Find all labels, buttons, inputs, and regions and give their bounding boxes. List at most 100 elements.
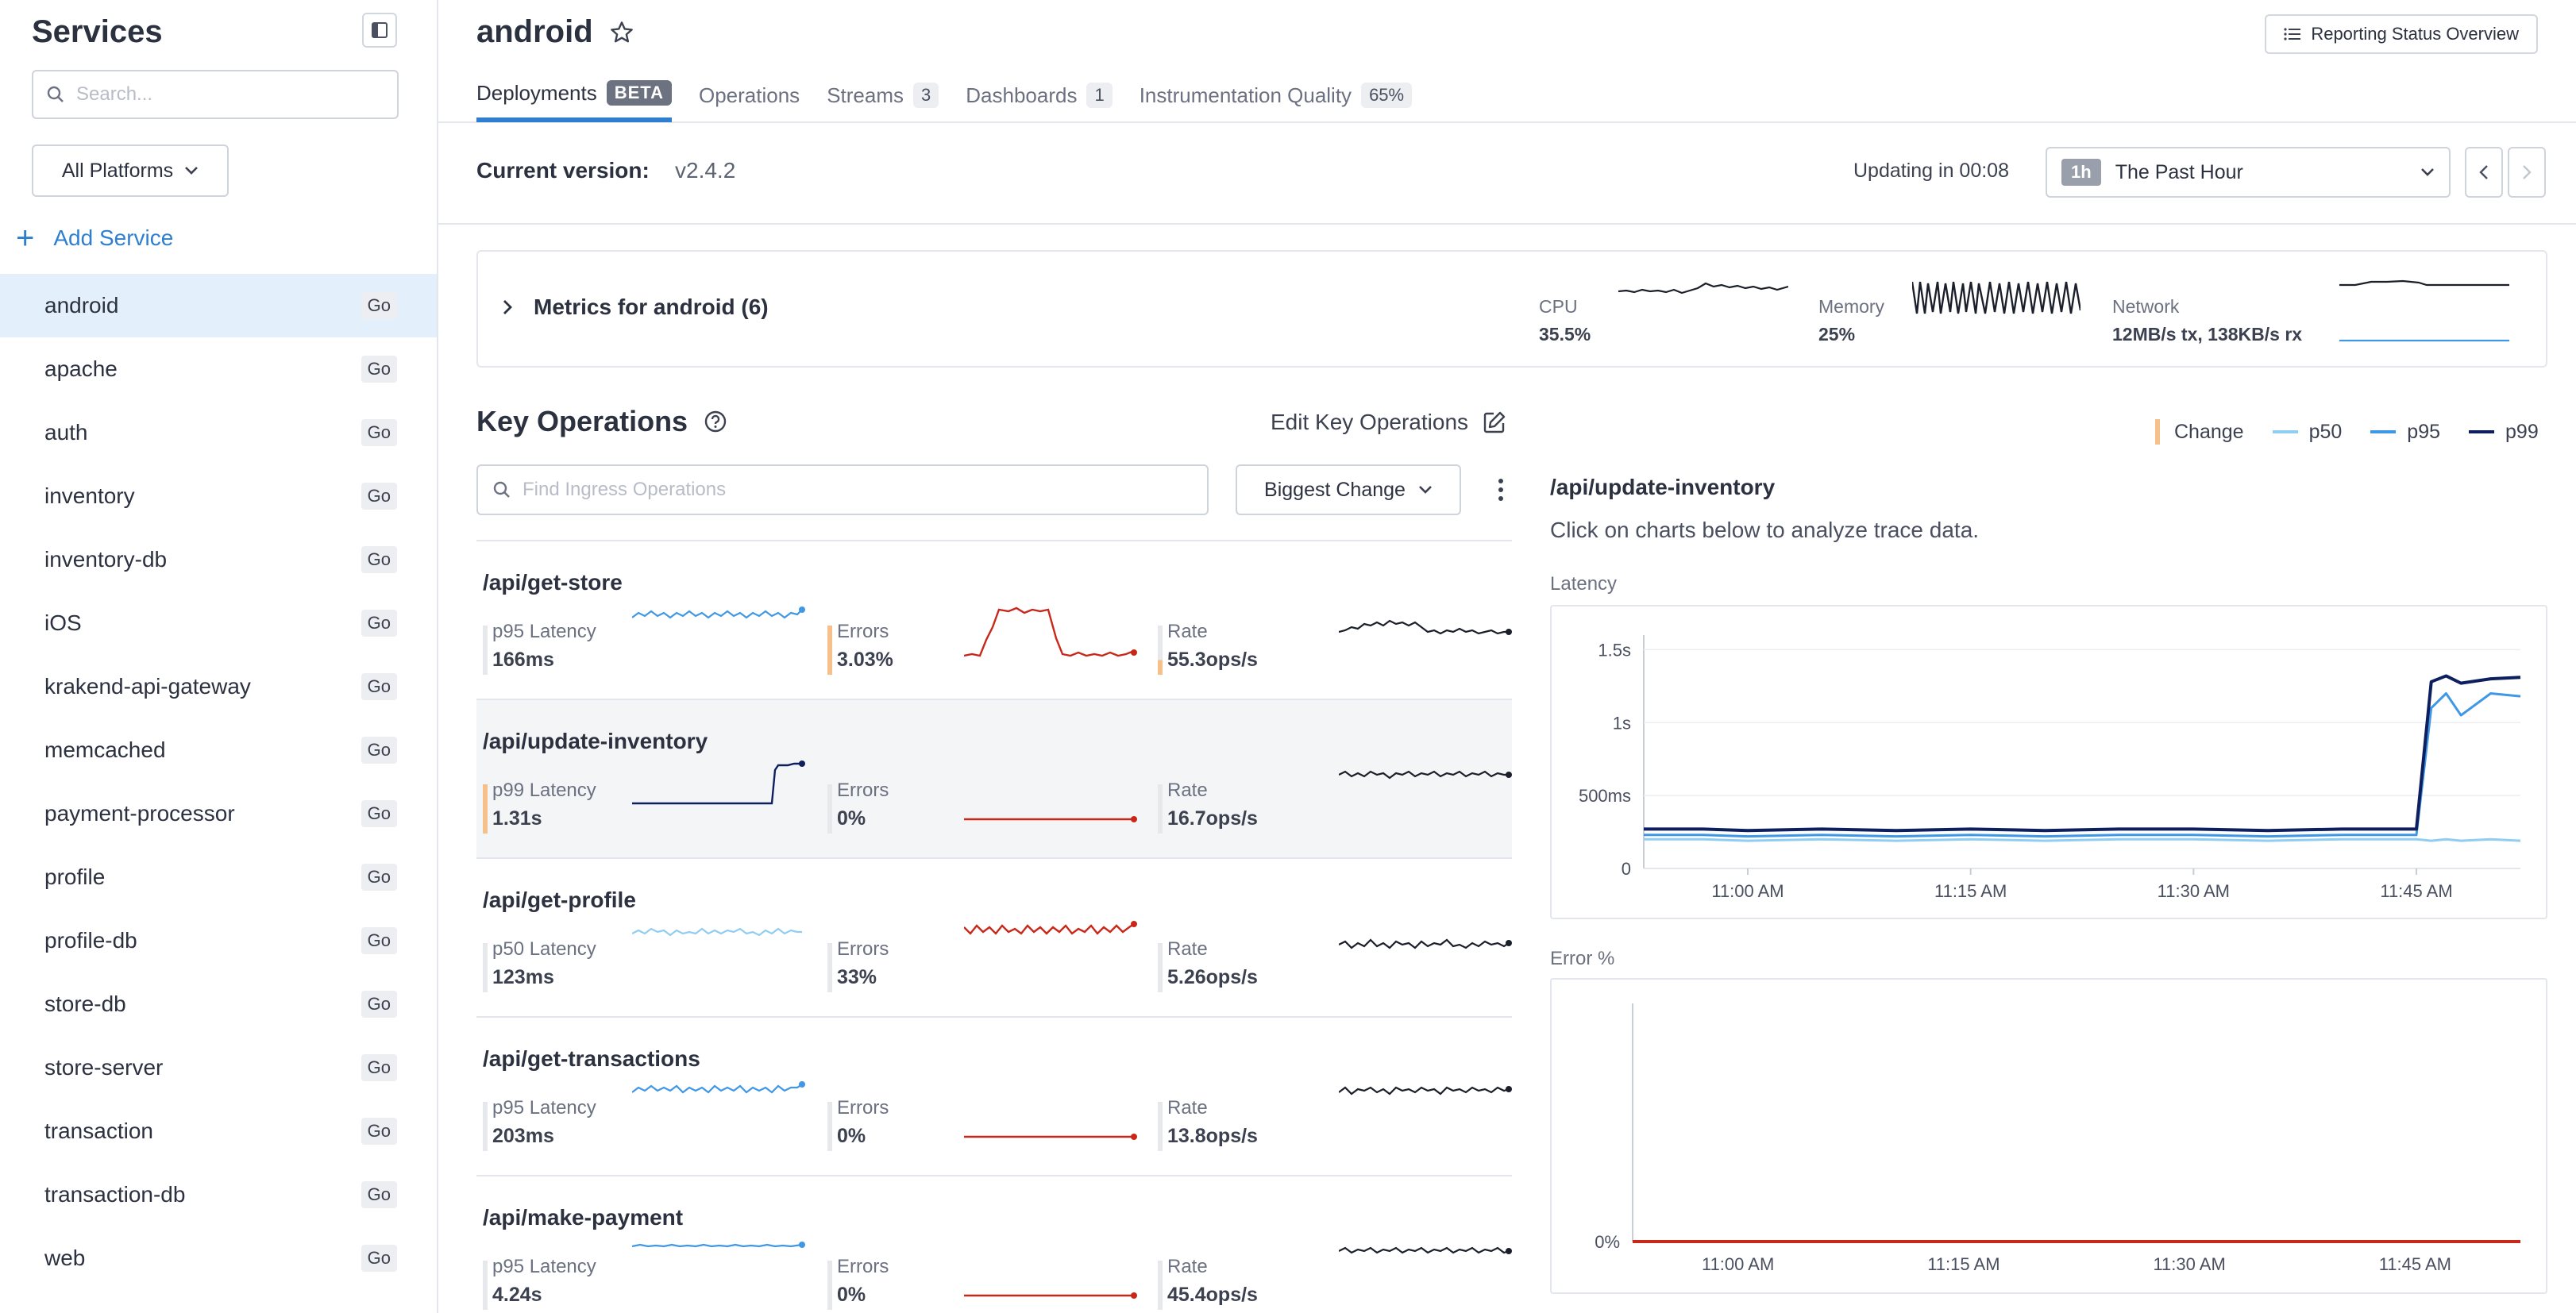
operations-search-input[interactable] [523,479,1205,501]
errors-sparkline [964,1134,1137,1140]
platform-filter-dropdown[interactable]: All Platforms [32,144,229,197]
tab-instrumentation-quality[interactable]: Instrumentation Quality 65% [1140,79,1413,122]
operations-search[interactable] [476,464,1209,515]
change-indicator [483,626,488,675]
rate-cell[interactable]: Rate 16.7ops/s [1151,780,1258,834]
next-range-button[interactable] [2508,147,2546,198]
latency-value: 166ms [492,648,554,671]
metrics-toggle[interactable]: Metrics for android (6) [502,295,769,320]
count-badge: 3 [913,83,939,108]
reporting-status-button[interactable]: Reporting Status Overview [2265,14,2538,54]
service-item[interactable]: profile Go [0,845,437,909]
error-chart[interactable]: 0% 11:00 AM 11:15 AM 11:30 AM 11:45 AM [1550,978,2547,1294]
x-tick-label: 11:00 AM [1711,881,1784,901]
help-icon[interactable] [704,410,727,433]
latency-cell[interactable]: p95 Latency 166ms [476,621,596,675]
latency-sparkline [632,1081,805,1094]
latency-cell[interactable]: p95 Latency 4.24s [476,1256,596,1310]
edit-key-operations-button[interactable]: Edit Key Operations [1271,410,1506,435]
language-badge: Go [361,546,397,573]
language-badge: Go [361,1054,397,1081]
service-item[interactable]: payment-processor Go [0,782,437,845]
service-item[interactable]: apache Go [0,337,437,401]
x-tick-label: 11:45 AM [2379,1254,2451,1274]
rate-cell[interactable]: Rate 45.4ops/s [1151,1256,1258,1310]
service-item[interactable]: store-db Go [0,972,437,1036]
service-search-input[interactable] [76,83,378,106]
service-item[interactable]: inventory-db Go [0,528,437,591]
service-title: android [476,14,593,49]
kebab-dot [1498,487,1503,492]
service-item[interactable]: web Go [0,1226,437,1290]
errors-cell[interactable]: Errors 33% [821,938,889,992]
error-chart-svg[interactable]: 0% 11:00 AM 11:15 AM 11:30 AM 11:45 AM [1552,980,2546,1292]
errors-sparkline [964,1292,1137,1299]
count-badge: 1 [1086,83,1113,108]
metrics-panel[interactable]: Metrics for android (6) CPU 35.5% Memory… [476,250,2547,368]
service-name: android [44,293,119,318]
tab-streams[interactable]: Streams 3 [827,79,939,122]
metric-value: 25% [1818,324,1856,345]
tab-operations[interactable]: Operations [699,79,800,122]
operation-row[interactable]: /api/get-store p95 Latency 166ms Errors 3.… [476,541,1512,700]
service-item[interactable]: transaction Go [0,1099,437,1163]
language-badge: Go [361,483,397,510]
change-swatch [2155,419,2160,445]
time-range-select[interactable]: 1h The Past Hour [2046,147,2451,198]
x-tick-label: 11:30 AM [2158,881,2230,901]
service-item[interactable]: store-server Go [0,1036,437,1099]
latency-cell[interactable]: p99 Latency 1.31s [476,780,596,834]
rate-cell[interactable]: Rate 13.8ops/s [1151,1097,1258,1151]
add-service-label: Add Service [53,225,174,250]
add-service-button[interactable]: + Add Service [16,222,173,254]
latency-value: 1.31s [492,807,542,830]
latency-cell[interactable]: p50 Latency 123ms [476,938,596,992]
service-item[interactable]: memcached Go [0,718,437,782]
service-item[interactable]: iOS Go [0,591,437,655]
platform-filter-label: All Platforms [61,159,174,182]
sort-dropdown[interactable]: Biggest Change [1236,464,1461,515]
errors-cell[interactable]: Errors 0% [821,1256,889,1310]
operation-row[interactable]: /api/get-profile p50 Latency 123ms Errors… [476,859,1512,1018]
rate-label: Rate [1167,938,1208,960]
operation-row[interactable]: /api/update-inventory p99 Latency 1.31s E… [476,700,1512,859]
key-operations-heading: Key Operations [476,405,727,438]
latency-chart[interactable]: 0 500ms 1s 1.5s 11:00 AM 11:15 AM 11:30 AM 11:4… [1550,605,2547,919]
errors-cell[interactable]: Errors 3.03% [821,621,893,675]
service-name: profile [44,864,106,889]
operation-name: /api/update-inventory [483,729,708,753]
tab-dashboards[interactable]: Dashboards 1 [966,79,1113,122]
kebab-dot [1498,496,1503,501]
operation-row[interactable]: /api/get-transactions p95 Latency 203ms E… [476,1018,1512,1176]
latency-chart-label: Latency [1550,573,1618,595]
operation-row[interactable]: /api/make-payment p95 Latency 4.24s Error… [476,1176,1512,1313]
errors-cell[interactable]: Errors 0% [821,780,889,834]
errors-cell[interactable]: Errors 0% [821,1097,889,1151]
service-item[interactable]: krakend-api-gateway Go [0,655,437,718]
service-search[interactable] [32,70,399,119]
service-item[interactable]: transaction-db Go [0,1163,437,1226]
rate-cell[interactable]: Rate 55.3ops/s [1151,621,1258,675]
service-item[interactable]: inventory Go [0,464,437,528]
service-item[interactable]: profile-db Go [0,909,437,972]
errors-label: Errors [837,780,889,801]
tab-deployments[interactable]: Deployments BETA [476,79,672,122]
latency-label: p95 Latency [492,1256,596,1277]
previous-range-button[interactable] [2465,147,2503,198]
language-badge: Go [361,864,397,891]
errors-label: Errors [837,1256,889,1277]
service-item[interactable]: auth Go [0,401,437,464]
latency-chart-svg[interactable]: 0 500ms 1s 1.5s 11:00 AM 11:15 AM 11:30 AM 11:4… [1552,606,2546,918]
latency-cell[interactable]: p95 Latency 203ms [476,1097,596,1151]
rate-cell[interactable]: Rate 5.26ops/s [1151,938,1258,992]
chevron-down-icon [2421,168,2434,176]
collapse-sidebar-button[interactable] [362,13,397,48]
more-options-button[interactable] [1485,467,1517,513]
language-badge: Go [361,292,397,319]
rate-sparkline [1339,770,1512,780]
service-item[interactable]: android Go [0,274,437,337]
rate-label: Rate [1167,621,1208,642]
star-icon[interactable] [609,20,634,45]
chevron-left-icon [2479,165,2488,179]
sidebar-title: Services [32,14,163,49]
